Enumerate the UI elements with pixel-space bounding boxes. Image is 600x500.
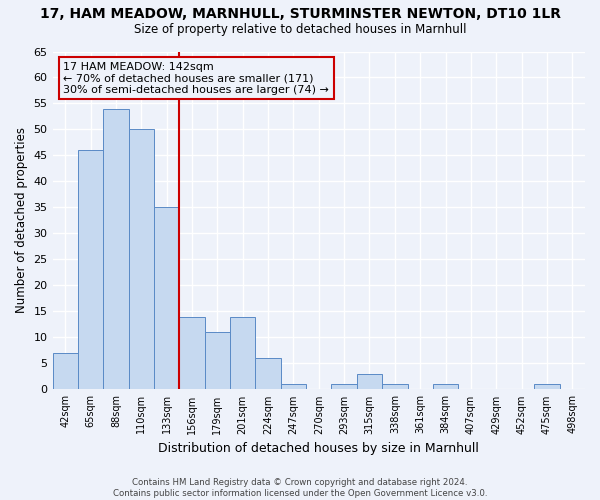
Text: 17, HAM MEADOW, MARNHULL, STURMINSTER NEWTON, DT10 1LR: 17, HAM MEADOW, MARNHULL, STURMINSTER NE…: [40, 8, 560, 22]
Bar: [103, 108, 128, 390]
Bar: [128, 130, 154, 390]
Bar: [331, 384, 357, 390]
Bar: [281, 384, 306, 390]
Bar: [179, 316, 205, 390]
Text: 17 HAM MEADOW: 142sqm
← 70% of detached houses are smaller (171)
30% of semi-det: 17 HAM MEADOW: 142sqm ← 70% of detached …: [63, 62, 329, 95]
Bar: [382, 384, 407, 390]
Bar: [256, 358, 281, 390]
Text: Contains HM Land Registry data © Crown copyright and database right 2024.
Contai: Contains HM Land Registry data © Crown c…: [113, 478, 487, 498]
Bar: [534, 384, 560, 390]
Bar: [53, 353, 78, 390]
Bar: [205, 332, 230, 390]
Bar: [357, 374, 382, 390]
X-axis label: Distribution of detached houses by size in Marnhull: Distribution of detached houses by size …: [158, 442, 479, 455]
Bar: [230, 316, 256, 390]
Bar: [154, 208, 179, 390]
Y-axis label: Number of detached properties: Number of detached properties: [15, 128, 28, 314]
Bar: [78, 150, 103, 390]
Bar: [433, 384, 458, 390]
Text: Size of property relative to detached houses in Marnhull: Size of property relative to detached ho…: [134, 22, 466, 36]
